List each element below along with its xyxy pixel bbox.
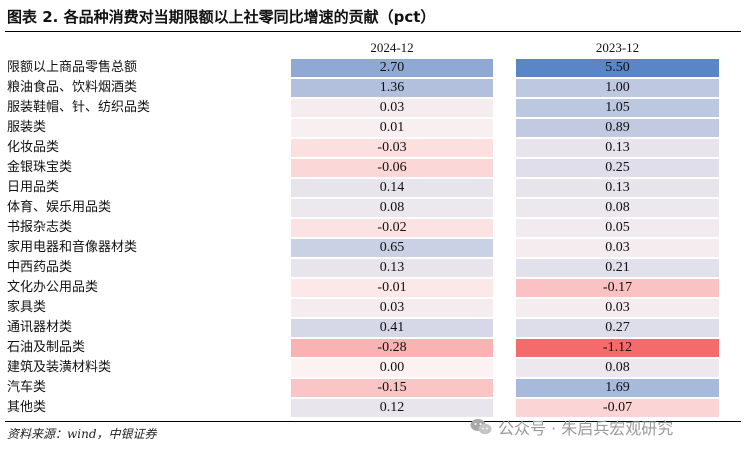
cell-2024: 0.12 (291, 399, 493, 417)
cell-2023: 0.08 (516, 199, 719, 217)
table-row: 汽车类 -0.15 1.69 (5, 378, 741, 398)
table-row: 建筑及装潢材料类 0.00 0.08 (5, 358, 741, 378)
table-row: 粮油食品、饮料烟酒类 1.36 1.00 (5, 78, 741, 98)
wechat-icon (470, 419, 492, 435)
row-label: 体育、娱乐用品类 (7, 200, 112, 215)
cell-2023: 0.08 (516, 359, 719, 377)
table-row: 书报杂志类 -0.02 0.05 (5, 218, 741, 238)
cell-2024: 0.41 (291, 319, 493, 337)
cell-2023: 0.03 (516, 299, 719, 317)
row-label: 石油及制品类 (7, 340, 86, 355)
cell-2024: 0.13 (291, 259, 493, 277)
row-label: 化妆品类 (7, 140, 60, 155)
table-row: 日用品类 0.14 0.13 (5, 178, 741, 198)
cell-2024: 0.14 (291, 179, 493, 197)
table-row: 家具类 0.03 0.03 (5, 298, 741, 318)
cell-2024: 0.01 (291, 119, 493, 137)
row-label: 汽车类 (7, 380, 47, 395)
source-note: 资料来源：wind，中银证券 (7, 427, 157, 441)
cell-2024: 0.03 (291, 299, 493, 317)
cell-2024: -0.15 (291, 379, 493, 397)
cell-2023: 0.03 (516, 239, 719, 257)
cell-2024: 0.65 (291, 239, 493, 257)
table-row: 文化办公用品类 -0.01 -0.17 (5, 278, 741, 298)
cell-2024: 0.03 (291, 99, 493, 117)
table-row: 体育、娱乐用品类 0.08 0.08 (5, 198, 741, 218)
table-row: 石油及制品类 -0.28 -1.12 (5, 338, 741, 358)
column-header-2024: 2024-12 (370, 40, 414, 55)
cell-2023: 0.13 (516, 139, 719, 157)
row-label: 建筑及装潢材料类 (7, 360, 112, 375)
cell-2023: 1.05 (516, 99, 719, 117)
row-label: 日用品类 (7, 180, 60, 195)
data-table: 限额以上商品零售总额 2.70 5.50 粮油食品、饮料烟酒类 1.36 1.00 服装鞋帽… (5, 58, 741, 418)
table-row: 服装类 0.01 0.89 (5, 118, 741, 138)
table-row: 限额以上商品零售总额 2.70 5.50 (5, 58, 741, 78)
row-label: 通讯器材类 (7, 320, 73, 335)
row-label: 服装类 (7, 120, 47, 135)
table-bottom-rule (5, 421, 741, 422)
table-row: 金银珠宝类 -0.06 0.25 (5, 158, 741, 178)
cell-2024: -0.03 (291, 139, 493, 157)
row-label: 书报杂志类 (7, 220, 73, 235)
page-title: 图表 2. 各品种消费对当期限额以上社零同比增速的贡献（pct） (7, 8, 436, 26)
cell-2024: -0.06 (291, 159, 493, 177)
cell-2023: 0.89 (516, 119, 719, 137)
table-row: 通讯器材类 0.41 0.27 (5, 318, 741, 338)
row-label: 家具类 (7, 300, 47, 315)
row-label: 金银珠宝类 (7, 160, 73, 175)
cell-2024: -0.01 (291, 279, 493, 297)
cell-2023: -0.17 (516, 279, 719, 297)
table-row: 服装鞋帽、针、纺织品类 0.03 1.05 (5, 98, 741, 118)
cell-2023: 1.00 (516, 79, 719, 97)
row-label: 家用电器和音像器材类 (7, 240, 138, 255)
cell-2024: -0.28 (291, 339, 493, 357)
row-label: 文化办公用品类 (7, 280, 99, 295)
cell-2023: 5.50 (516, 59, 719, 77)
cell-2024: -0.02 (291, 219, 493, 237)
cell-2023: -0.07 (516, 399, 719, 417)
cell-2024: 0.00 (291, 359, 493, 377)
cell-2023: 0.21 (516, 259, 719, 277)
cell-2023: 0.13 (516, 179, 719, 197)
table-row: 家用电器和音像器材类 0.65 0.03 (5, 238, 741, 258)
watermark-text: 公众号 · 朱启兵宏观研究 (498, 419, 674, 438)
row-label: 粮油食品、饮料烟酒类 (7, 80, 138, 95)
row-label: 服装鞋帽、针、纺织品类 (7, 100, 151, 115)
cell-2024: 2.70 (291, 59, 493, 77)
watermark: 公众号 · 朱启兵宏观研究 (470, 416, 673, 438)
cell-2023: 1.69 (516, 379, 719, 397)
cell-2024: 1.36 (291, 79, 493, 97)
row-label: 限额以上商品零售总额 (7, 60, 138, 75)
row-label: 中西药品类 (7, 260, 73, 275)
column-header-2023: 2023-12 (595, 40, 640, 55)
cell-2023: 0.05 (516, 219, 719, 237)
table-row: 其他类 0.12 -0.07 (5, 398, 741, 418)
table-row: 中西药品类 0.13 0.21 (5, 258, 741, 278)
cell-2024: 0.08 (291, 199, 493, 217)
table-row: 化妆品类 -0.03 0.13 (5, 138, 741, 158)
cell-2023: 0.25 (516, 159, 719, 177)
row-label: 其他类 (7, 400, 47, 415)
cell-2023: 0.27 (516, 319, 719, 337)
table-top-rule (5, 31, 741, 32)
cell-2023: -1.12 (516, 339, 719, 357)
